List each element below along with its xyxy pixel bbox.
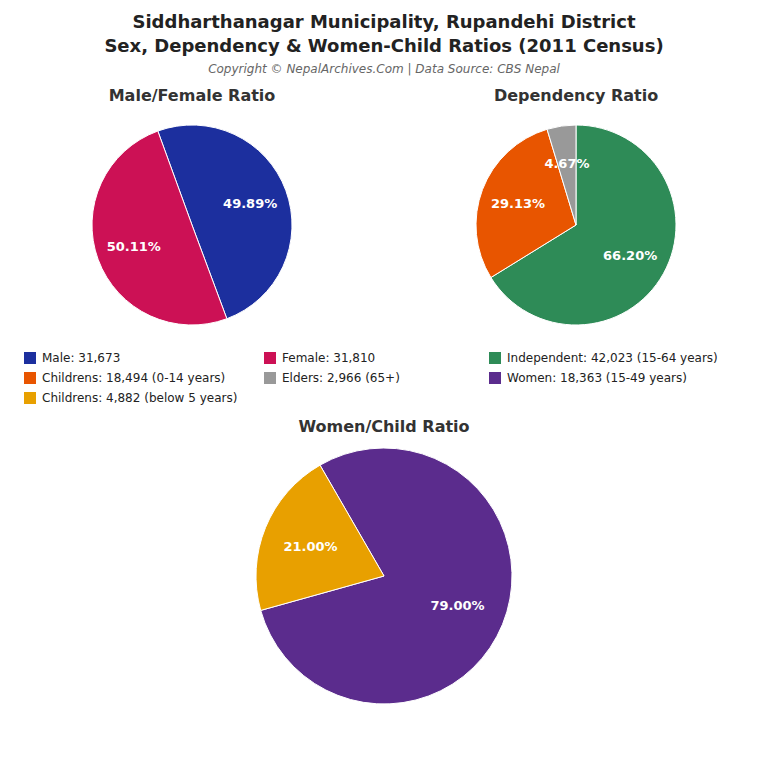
svg-text:29.13%: 29.13% [491,196,545,211]
svg-text:50.11%: 50.11% [107,239,161,254]
html-text:Male/Female Ratio: Male/Female Ratio [108,86,276,105]
svg-text:21.00%: 21.00% [283,539,337,554]
svg-text:79.00%: 79.00% [430,598,484,613]
svg-text:66.20%: 66.20% [603,248,657,263]
html-text:Male: 31,673: Male: 31,673 [42,351,121,365]
svg-text:49.89%: 49.89% [223,196,277,211]
svg-text:4.67%: 4.67% [544,156,589,171]
html-text:Independent: 42,023 (15-64 yea: Independent: 42,023 (15-64 years) [507,351,718,365]
html-text:Childrens: 4,882 (below 5 year: Childrens: 4,882 (below 5 years) [42,391,238,405]
html-text:Female: 31,810: Female: 31,810 [282,351,376,365]
html-text:Copyright © NepalArchives.Com: Copyright © NepalArchives.Com | Data Sou… [208,62,560,76]
html-text:Dependency Ratio: Dependency Ratio [493,86,659,105]
html-text:Sex, Dependency & Women-Child: Sex, Dependency & Women-Child Ratios (20… [104,35,664,56]
html-text:Women: 18,363 (15-49 years): Women: 18,363 (15-49 years) [507,371,687,385]
html-text:Women/Child Ratio: Women/Child Ratio [298,417,470,436]
html-text:Elders: 2,966 (65+): Elders: 2,966 (65+) [282,371,400,385]
html-text:Childrens: 18,494 (0-14 years): Childrens: 18,494 (0-14 years) [42,371,226,385]
html-text:Siddharthanagar Municipality,: Siddharthanagar Municipality, Rupandehi … [132,11,636,32]
